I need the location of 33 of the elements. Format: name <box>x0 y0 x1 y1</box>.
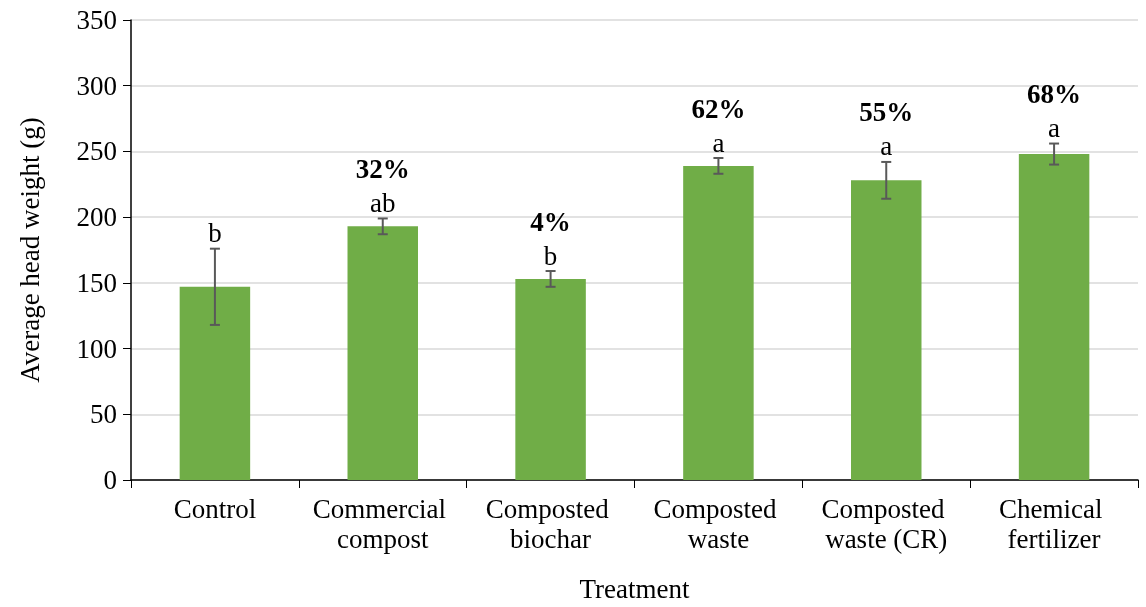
annotation: 32% <box>355 153 410 184</box>
data-label: b <box>208 218 222 249</box>
x-tick-label: Composted waste <box>653 494 784 554</box>
data-label: a <box>1048 113 1061 144</box>
x-tick-label: Composted biochar <box>485 494 616 554</box>
bar <box>347 226 418 480</box>
data-label: ab <box>370 187 396 218</box>
annotation: 62% <box>691 93 746 124</box>
bar <box>1018 154 1090 480</box>
y-tick-label: 350 <box>76 5 117 35</box>
x-tick-label: Chemical fertilizer <box>998 494 1110 554</box>
bar <box>515 278 586 480</box>
annotation: 4% <box>530 206 571 237</box>
x-tick-label: Commercial compost <box>312 494 453 554</box>
x-tick-label: Control <box>173 494 257 524</box>
x-axis-title: Treatment <box>579 573 690 604</box>
x-tick-label: Composted waste (CR) <box>821 494 952 554</box>
bar <box>683 165 754 480</box>
annotation: 68% <box>1027 79 1082 110</box>
y-axis-title: Average head weight (g) <box>14 117 45 383</box>
y-tick-label: 0 <box>103 465 117 495</box>
data-label: a <box>712 127 725 158</box>
data-label: b <box>543 240 558 271</box>
y-tick-label: 200 <box>76 202 117 233</box>
y-tick-label: 250 <box>76 136 117 167</box>
y-tick-label: 300 <box>76 70 117 101</box>
annotation: 55% <box>859 97 914 128</box>
y-tick-label: 100 <box>76 333 117 364</box>
bar <box>179 286 251 480</box>
y-tick-label: 150 <box>76 267 117 298</box>
y-tick-label: 50 <box>90 399 117 430</box>
data-label: a <box>880 131 893 162</box>
bar <box>851 180 922 480</box>
